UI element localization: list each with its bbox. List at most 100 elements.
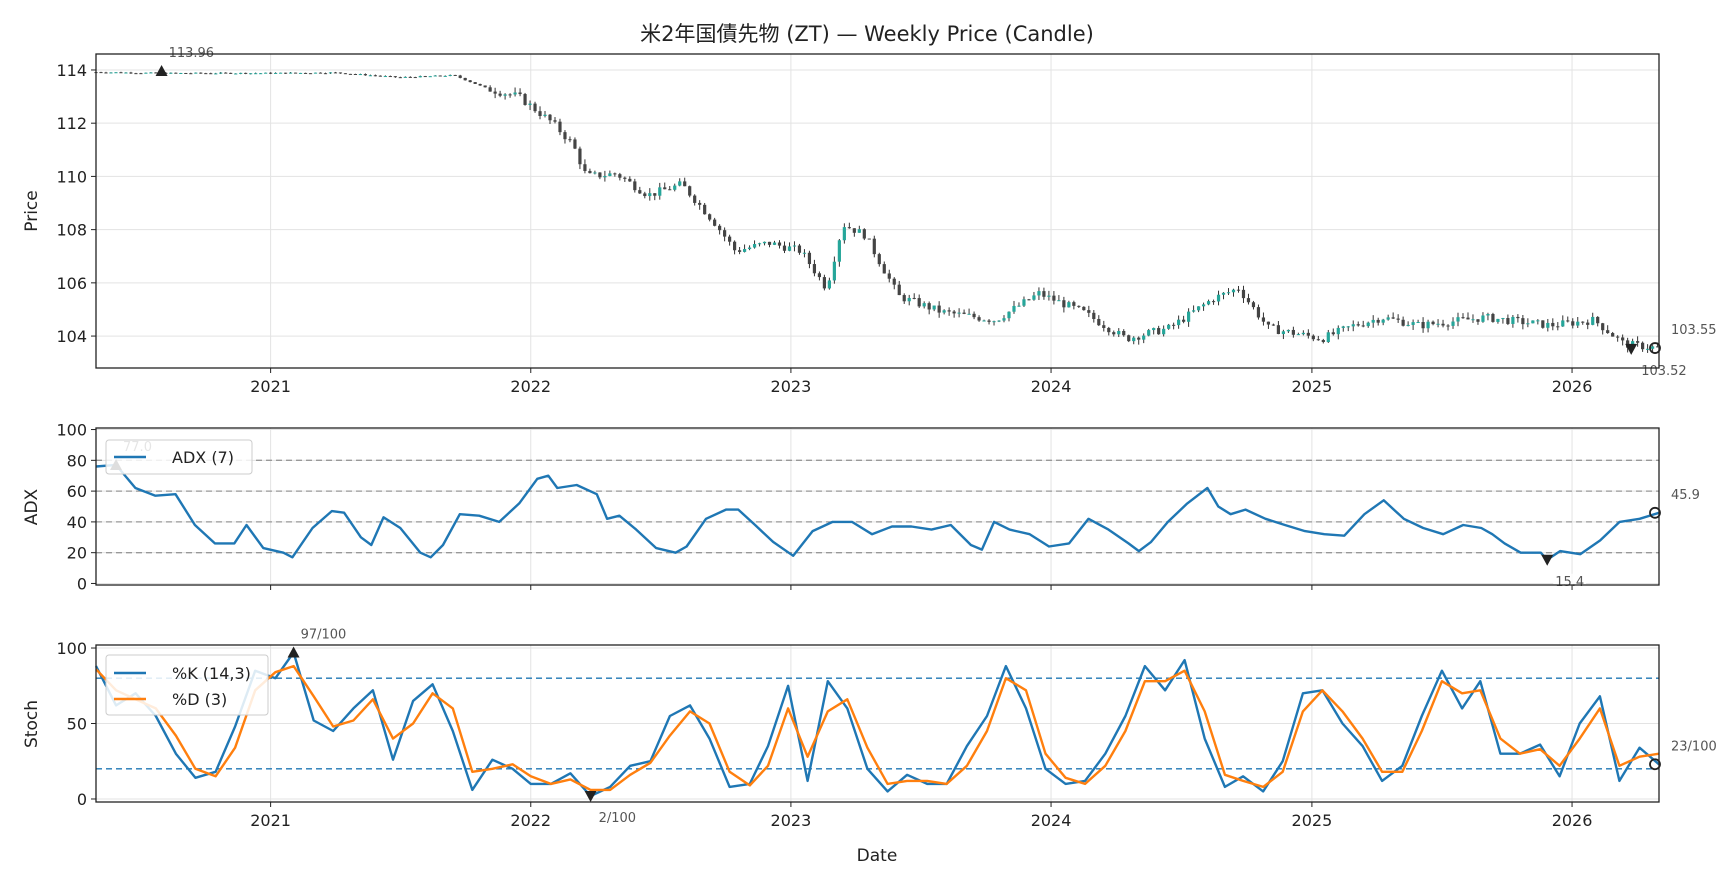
candle-body: [1331, 332, 1335, 335]
candle-body: [797, 245, 802, 253]
candle-body: [104, 72, 108, 74]
candle-body: [139, 73, 143, 75]
candle-body: [418, 76, 422, 78]
candle-body: [1441, 323, 1445, 326]
y-tick-label: 0: [77, 790, 87, 809]
candle-body: [343, 73, 348, 75]
candle-body: [323, 73, 328, 75]
candle-body: [473, 82, 477, 84]
candle-body: [1431, 321, 1435, 325]
last-label: 103.55: [1671, 323, 1717, 338]
candle-body: [1266, 321, 1271, 325]
candle-body: [1201, 304, 1206, 307]
candle-body: [992, 321, 996, 323]
candle-body: [1032, 295, 1036, 300]
chart-title: 米2年国債先物 (ZT) — Weekly Price (Candle): [640, 22, 1094, 46]
candle-body: [708, 214, 712, 220]
candle-body: [1356, 324, 1360, 326]
candle-body: [1411, 322, 1415, 325]
candle-body: [862, 229, 866, 239]
candle-body: [1027, 299, 1031, 301]
candle-body: [353, 74, 358, 76]
candle-body: [259, 73, 263, 75]
candle-body: [658, 187, 662, 196]
candle-body: [179, 72, 183, 74]
candle-body: [1062, 300, 1066, 308]
candle-body: [842, 227, 846, 241]
candle-body: [1650, 346, 1655, 349]
adx-annotations: 77.015.445.9: [110, 438, 1702, 591]
candle-body: [144, 72, 148, 74]
candle-body: [99, 72, 103, 74]
candle-body: [1566, 320, 1570, 322]
candle-body: [1012, 305, 1016, 312]
candle-body: [653, 193, 657, 196]
candle-body: [423, 76, 427, 78]
candle-body: [1007, 311, 1011, 319]
candle-body: [832, 261, 836, 281]
low-label: 103.52: [1641, 364, 1687, 379]
adx-legend-label: ADX (7): [172, 448, 234, 467]
candle-body: [1097, 319, 1101, 326]
candle-body: [987, 320, 991, 322]
candle-body: [338, 72, 343, 74]
candle-body: [1117, 331, 1121, 335]
candle-body: [847, 227, 851, 229]
candle-body: [1132, 337, 1136, 342]
candle-body: [1172, 324, 1176, 326]
candle-body: [732, 241, 737, 251]
candle-body: [663, 187, 667, 190]
candle-body: [593, 172, 597, 174]
candle-body: [1256, 307, 1261, 318]
candle-body: [907, 297, 911, 302]
candle-body: [962, 312, 966, 314]
last-marker: [1649, 758, 1661, 771]
candle-body: [713, 219, 717, 226]
candle-body: [957, 312, 961, 314]
candle-body: [1366, 322, 1370, 327]
candle-body: [463, 77, 467, 81]
candle-body: [728, 236, 732, 242]
candle-body: [1271, 324, 1276, 326]
candle-body: [737, 250, 742, 252]
candle-body: [1236, 289, 1241, 291]
candle-body: [538, 111, 542, 116]
y-tick-label: 104: [56, 327, 87, 346]
y-tick-label: 50: [67, 715, 87, 734]
candle-body: [194, 72, 198, 74]
candle-body: [583, 164, 587, 171]
candle-body: [448, 74, 452, 76]
candle-body: [1052, 295, 1056, 301]
candle-body: [1291, 329, 1295, 335]
candle-body: [373, 75, 377, 77]
candle-body: [149, 72, 153, 74]
candle-body: [298, 72, 303, 74]
candle-body: [378, 75, 382, 77]
y-tick-label: 100: [56, 639, 87, 658]
candle-body: [219, 72, 223, 74]
candle-body: [852, 228, 856, 233]
candle-body: [1391, 317, 1395, 319]
y-tick-label: 100: [56, 421, 87, 440]
candle-body: [1216, 294, 1221, 302]
candle-body: [1092, 312, 1096, 320]
candle-body: [1546, 322, 1550, 328]
candle-body: [1167, 324, 1171, 329]
candle-body: [678, 181, 682, 186]
adx-panel-frame: [95, 427, 1660, 586]
candle-body: [887, 273, 891, 279]
candle-body: [1416, 322, 1420, 324]
x-axis-label: Date: [857, 846, 898, 866]
candle-body: [129, 72, 133, 74]
candle-body: [1341, 326, 1345, 328]
candle-body: [1226, 292, 1231, 294]
candle-body: [1162, 328, 1166, 335]
candle-body: [1326, 332, 1330, 343]
candle-body: [1077, 305, 1081, 307]
price-y-axis-label: Price: [22, 190, 42, 231]
high-marker: [287, 646, 300, 658]
candle-body: [1241, 289, 1246, 299]
candle-body: [1571, 321, 1575, 326]
candle-body: [468, 80, 472, 83]
candle-body: [837, 240, 841, 262]
